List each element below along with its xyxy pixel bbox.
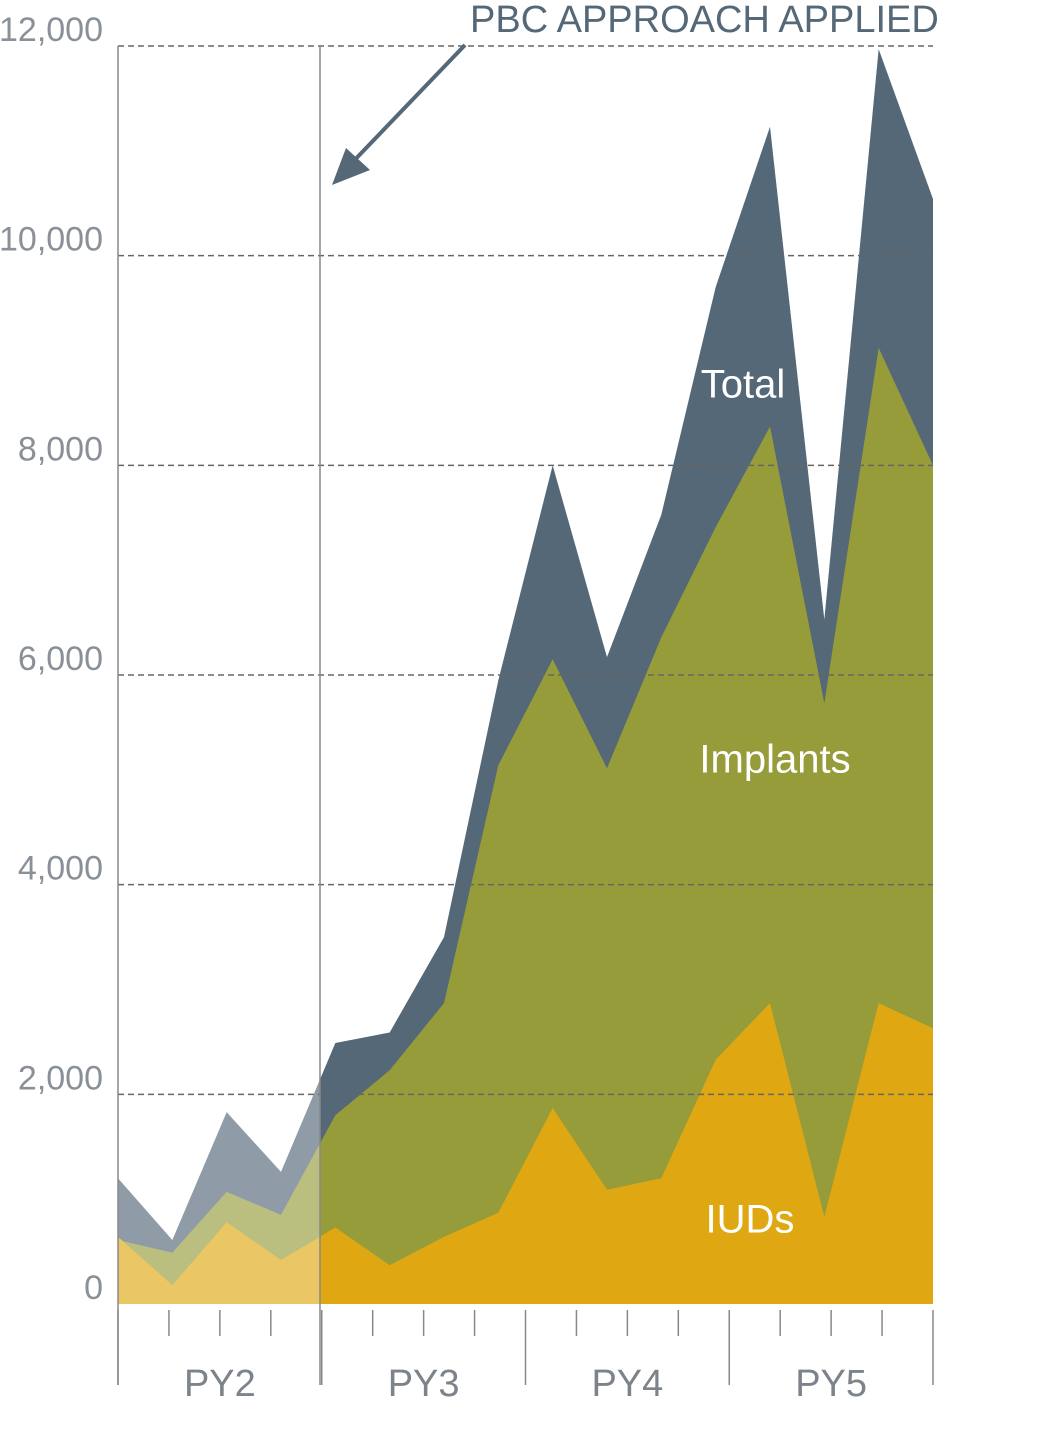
series-label: IUDs: [706, 1198, 795, 1242]
x-group-label: PY2: [184, 1363, 256, 1405]
x-axis: PY2 PY3 PY4 PY5: [117, 1310, 934, 1405]
annotation: PBC APPROACH APPLIED: [470, 0, 939, 41]
x-group-label: PY5: [795, 1363, 867, 1405]
y-tick-label: 12,000: [0, 11, 103, 49]
series-label: Total: [701, 363, 786, 407]
arrow-head: [332, 148, 370, 185]
y-tick-label: 0: [84, 1269, 103, 1307]
y-tick-label: 8,000: [18, 430, 103, 468]
y-tick-label: 2,000: [18, 1059, 103, 1097]
series-label: Implants: [699, 738, 850, 782]
pre-pbc-shade: [118, 40, 320, 1305]
areas: [118, 49, 933, 1304]
annotation-arrow: [343, 43, 467, 172]
area: [118, 1003, 933, 1304]
grid: 0 2,000 4,000 6,000 8,000 10,000 12,000: [0, 11, 933, 1307]
x-group-label: PY4: [591, 1363, 663, 1405]
y-tick-label: 10,000: [0, 221, 103, 259]
y-tick-label: 6,000: [18, 640, 103, 678]
x-group-label: PY3: [388, 1363, 460, 1405]
y-tick-label: 4,000: [18, 850, 103, 888]
